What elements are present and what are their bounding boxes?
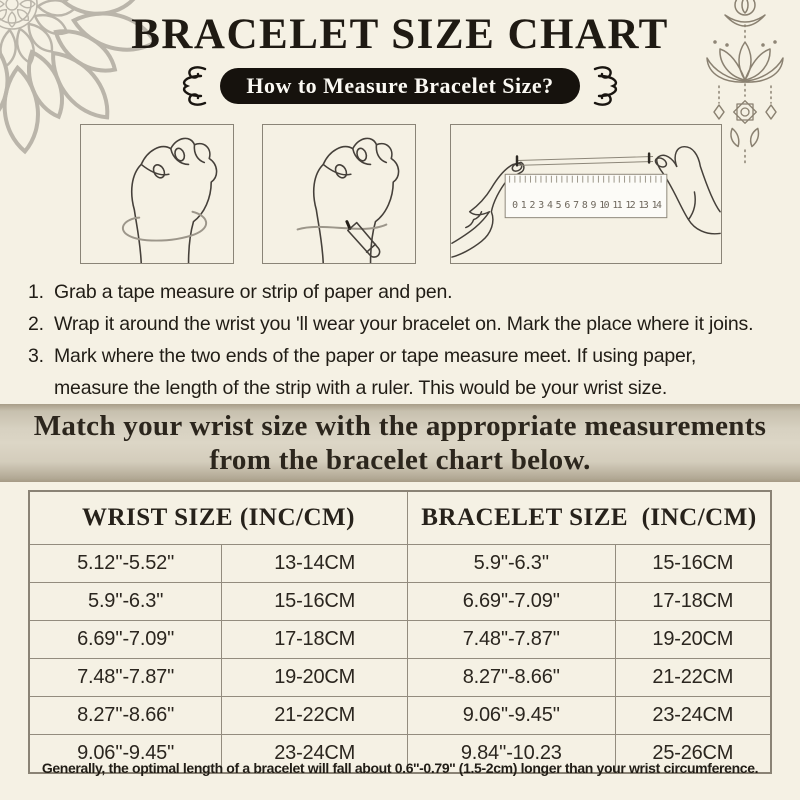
table-cell: 23-24CM [221, 734, 408, 774]
ruler-numbers: 0 1 2 3 4 5 6 7 8 9 10 11 12 13 14 [512, 200, 662, 211]
table-cell: 9.06''-9.45'' [406, 696, 616, 735]
instruction-steps: 1. Grab a tape measure or strip of paper… [28, 276, 774, 404]
table-cell: 7.48''-7.87'' [406, 620, 616, 659]
size-table-wrap: WRIST SIZE (INC/CM) BRACELET SIZE (INC/C… [28, 490, 772, 774]
table-cell: 8.27''-8.66'' [406, 658, 616, 697]
table-cell: 9.06''-9.45'' [28, 734, 223, 774]
table-cell: 23-24CM [614, 696, 772, 735]
table-cell: 17-18CM [221, 620, 408, 659]
match-size-banner: Match your wrist size with the appropria… [0, 404, 800, 482]
table-header-row: WRIST SIZE (INC/CM) BRACELET SIZE (INC/C… [28, 490, 772, 545]
table-cell: 9.84''-10.23 [406, 734, 616, 774]
step-text: Wrap it around the wrist you 'll wear yo… [54, 313, 754, 335]
table-cell: 6.69''-7.09'' [28, 620, 223, 659]
table-row: 6.69''-7.09'' 17-18CM 7.48''-7.87'' 19-2… [28, 620, 772, 659]
footer-note: Generally, the optimal length of a brace… [41, 760, 759, 776]
table-row: 7.48''-7.87'' 19-20CM 8.27''-8.66'' 21-2… [28, 658, 772, 697]
table-cell: 5.12''-5.52'' [28, 544, 223, 583]
step-number: 3. [28, 345, 44, 367]
measure-pill: How to Measure Bracelet Size? [220, 67, 580, 105]
mandala-flower-icon [0, 0, 158, 155]
table-row: 9.06''-9.45'' 23-24CM 9.84''-10.23 25-26… [28, 734, 772, 774]
banner-line-2: from the bracelet chart below. [209, 444, 591, 476]
table-cell: 19-20CM [614, 620, 772, 659]
size-table: WRIST SIZE (INC/CM) BRACELET SIZE (INC/C… [28, 490, 772, 774]
table-cell: 5.9''-6.3'' [406, 544, 616, 583]
step-text: Grab a tape measure or strip of paper an… [54, 281, 453, 303]
table-cell: 13-14CM [221, 544, 408, 583]
step-3: 3. Mark where the two ends of the paper … [28, 340, 774, 404]
squiggle-right-icon [593, 66, 617, 106]
table-cell: 25-26CM [614, 734, 772, 774]
wrist-size-header: WRIST SIZE (INC/CM) [28, 490, 408, 545]
hand-pen-illustration [262, 124, 416, 264]
table-cell: 17-18CM [614, 582, 772, 621]
table-cell: 15-16CM [221, 582, 408, 621]
table-cell: 5.9''-6.3'' [28, 582, 223, 621]
lotus-ornament-icon [706, 0, 784, 165]
table-cell: 8.27''-8.66'' [28, 696, 223, 735]
table-cell: 19-20CM [221, 658, 408, 697]
bracelet-size-header: BRACELET SIZE (INC/CM) [406, 490, 772, 545]
step-2: 2. Wrap it around the wrist you 'll wear… [28, 308, 774, 340]
hands-ruler-illustration: 0 1 2 3 4 5 6 7 8 9 10 11 12 13 14 [450, 124, 722, 264]
table-cell: 7.48''-7.87'' [28, 658, 223, 697]
table-row: 8.27''-8.66'' 21-22CM 9.06''-9.45'' 23-2… [28, 696, 772, 735]
step-1: 1. Grab a tape measure or strip of paper… [28, 276, 774, 308]
table-cell: 21-22CM [614, 658, 772, 697]
hand-tape-illustration [80, 124, 234, 264]
step-number: 2. [28, 313, 44, 335]
pill-row: How to Measure Bracelet Size? [0, 66, 800, 106]
table-row: 5.12''-5.52'' 13-14CM 5.9''-6.3'' 15-16C… [28, 544, 772, 583]
step-text: Mark where the two ends of the paper or … [54, 345, 697, 399]
table-cell: 21-22CM [221, 696, 408, 735]
page-title: BRACELET SIZE CHART [131, 11, 669, 58]
table-row: 5.9''-6.3'' 15-16CM 6.69''-7.09'' 17-18C… [28, 582, 772, 621]
squiggle-left-icon [183, 66, 207, 106]
banner-line-1: Match your wrist size with the appropria… [33, 410, 767, 442]
table-cell: 15-16CM [614, 544, 772, 583]
how-to-illustrations: 0 1 2 3 4 5 6 7 8 9 10 11 12 13 14 [0, 124, 800, 266]
table-cell: 6.69''-7.09'' [406, 582, 616, 621]
step-number: 1. [28, 281, 44, 303]
